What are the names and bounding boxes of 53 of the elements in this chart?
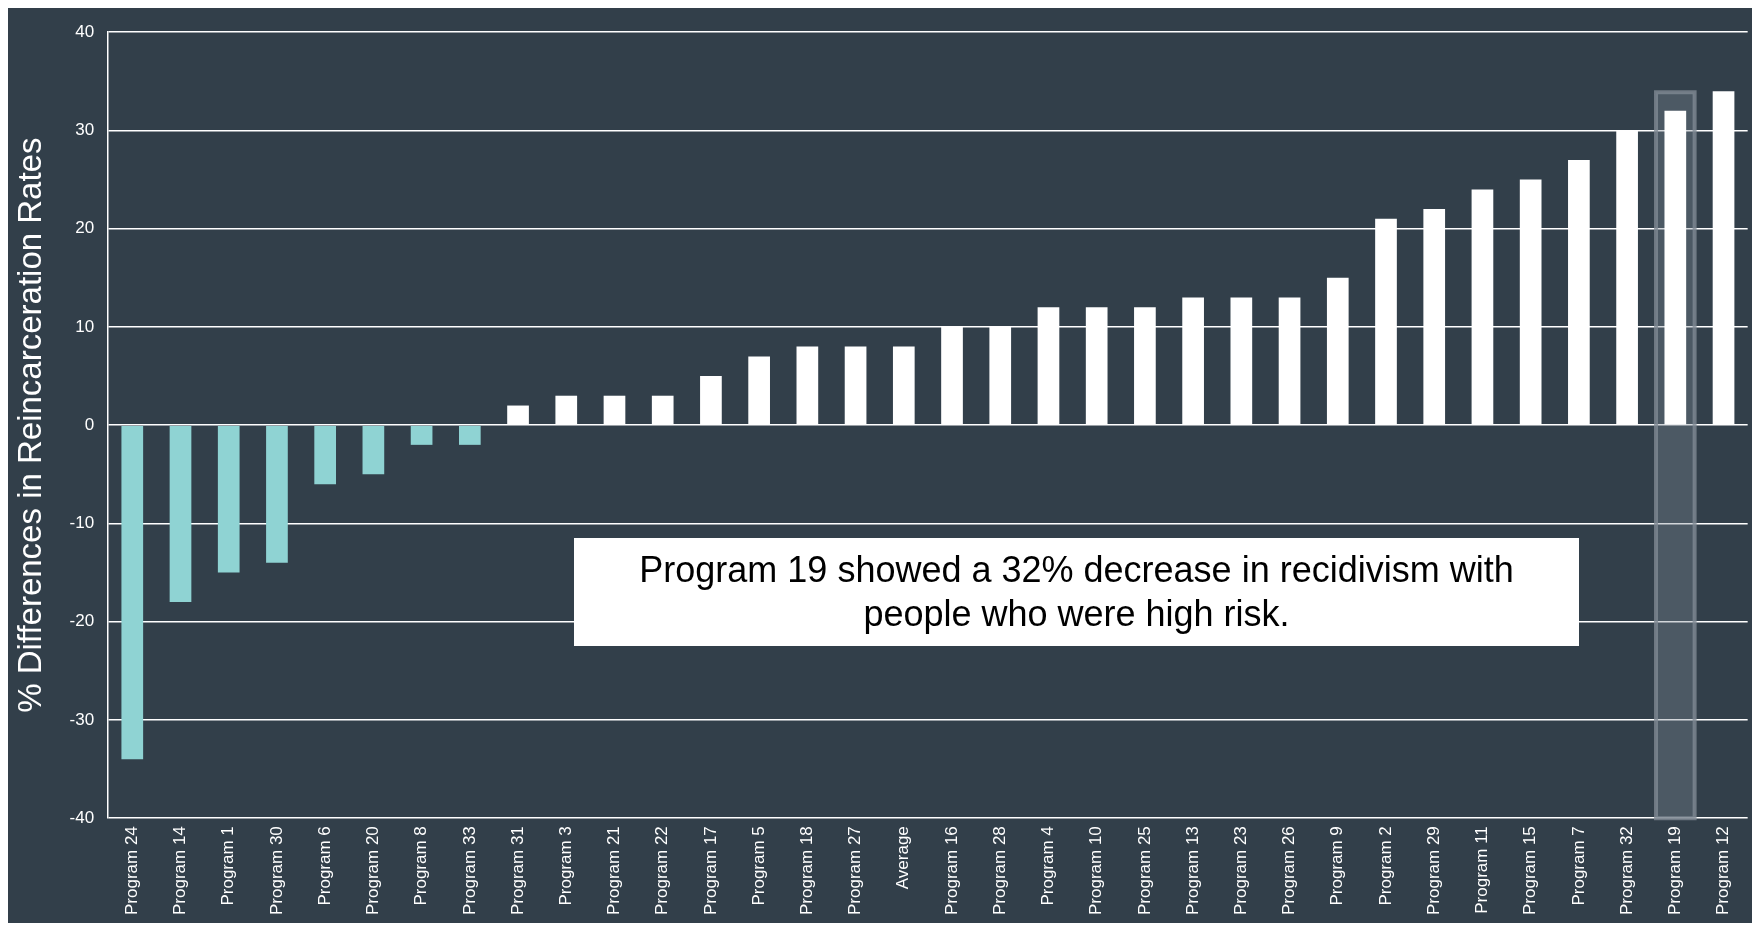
x-tick-label: Program 17: [700, 826, 720, 916]
bar: [169, 425, 192, 603]
x-tick-label: Program 10: [1086, 826, 1106, 916]
x-tick-label: Program 28: [989, 826, 1009, 916]
x-tick-label: Program 6: [314, 826, 334, 906]
x-tick-label: Program 32: [1616, 826, 1636, 916]
x-tick-label: Program 11: [1472, 826, 1492, 914]
x-tick-label: Program 29: [1423, 826, 1443, 916]
x-tick-label: Program 27: [845, 826, 865, 916]
x-tick-label: Program 15: [1520, 826, 1540, 916]
x-tick-label: Program 30: [266, 826, 286, 916]
x-tick-label: Program 23: [1231, 826, 1251, 916]
y-tick-label: 20: [75, 218, 95, 238]
x-tick-label: Program 14: [170, 826, 190, 916]
y-tick-label: -10: [69, 513, 95, 533]
bar: [266, 425, 288, 563]
x-tick-label: Program 31: [507, 826, 527, 916]
x-tick-label: Program 9: [1327, 826, 1347, 906]
y-tick-label: 40: [75, 21, 95, 41]
x-tick-label: Program 19: [1665, 826, 1685, 916]
x-tick-label: Program 18: [797, 826, 817, 916]
x-tick-label: Program 20: [363, 826, 383, 916]
bar: [458, 425, 481, 445]
y-tick-label: 10: [75, 316, 95, 336]
bar: [217, 425, 240, 573]
y-axis-title: % Differences in Reincarceration Rates: [10, 137, 48, 713]
x-tick-label: Program 13: [1182, 826, 1202, 916]
x-tick-label: Program 2: [1375, 826, 1395, 906]
y-tick-label: 0: [84, 414, 95, 434]
x-tick-label: Average: [893, 826, 913, 890]
y-tick-label: -30: [69, 709, 95, 729]
x-tick-label: Program 25: [1134, 826, 1154, 916]
bar: [121, 425, 144, 760]
bar: [314, 425, 337, 485]
x-tick-label: Program 3: [555, 826, 575, 906]
x-tick-label: Program 8: [411, 826, 431, 906]
x-tick-label: Program 4: [1038, 826, 1058, 906]
y-tick-label: -20: [69, 611, 95, 631]
x-tick-label: Program 22: [652, 826, 672, 916]
x-tick-label: Program 21: [604, 826, 624, 916]
x-tick-label: Program 12: [1713, 826, 1733, 916]
x-tick-label: Program 24: [121, 826, 141, 916]
x-tick-label: Program 33: [459, 826, 479, 916]
x-tick-label: Program 16: [941, 826, 961, 916]
bar: [362, 425, 385, 475]
x-tick-label: Program 26: [1279, 826, 1299, 916]
y-tick-label: 30: [75, 120, 95, 140]
y-tick-label: -40: [69, 807, 95, 827]
callout-box: Program 19 showed a 32% decrease in recidivism with people who were high risk.: [574, 538, 1579, 646]
x-tick-label: Program 5: [748, 826, 768, 906]
x-tick-label: Program 7: [1568, 826, 1588, 906]
bar: [410, 425, 433, 445]
x-tick-label: Program 1: [218, 826, 238, 906]
